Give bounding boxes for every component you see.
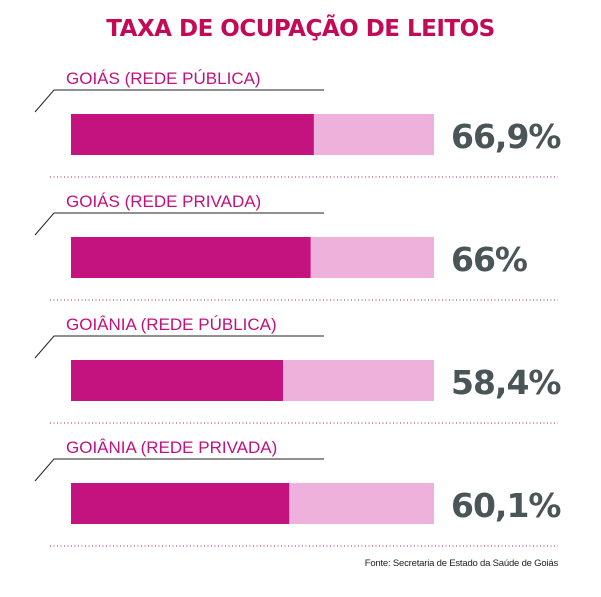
- bar: [71, 114, 314, 155]
- data-label: 58,4%: [451, 363, 561, 402]
- category-label: GOIÁS (REDE PRIVADA): [66, 192, 261, 211]
- bar: [71, 483, 290, 524]
- leader-line: [34, 335, 324, 359]
- leader-line: [34, 212, 324, 236]
- category-label: GOIÁS (REDE PÚBLICA): [66, 69, 261, 88]
- data-label: 66%: [451, 240, 528, 279]
- bar: [71, 237, 311, 278]
- category-label: GOIÂNIA (REDE PÚBLICA): [66, 315, 277, 334]
- category-label: GOIÂNIA (REDE PRIVADA): [66, 438, 277, 457]
- leader-line: [34, 89, 324, 113]
- data-label: 66,9%: [451, 117, 561, 156]
- source-note: Fonte: Secretaria de Estado da Saúde de …: [364, 558, 558, 569]
- chart-title: TAXA DE OCUPAÇÃO DE LEITOS: [106, 16, 495, 42]
- data-label: 60,1%: [451, 486, 561, 525]
- leader-line: [34, 458, 324, 482]
- bar: [71, 360, 283, 401]
